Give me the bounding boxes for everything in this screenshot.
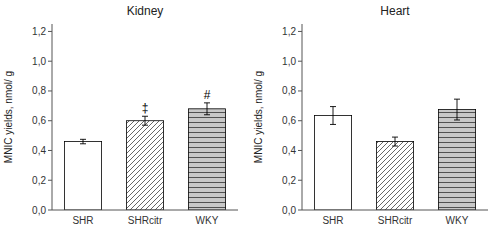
y-tick-label: 0,6: [32, 115, 46, 126]
annotation: ‡: [142, 101, 149, 115]
y-tick-label: 1,2: [32, 26, 46, 37]
bar: [64, 142, 101, 210]
y-tick-label: 1,2: [282, 26, 296, 37]
y-tick-label: 0,2: [32, 175, 46, 186]
y-tick: [48, 31, 52, 32]
x-axis-line: [302, 210, 488, 211]
annotation: #: [204, 88, 211, 102]
y-tick-label: 0,8: [32, 85, 46, 96]
y-tick-label: 0,8: [282, 85, 296, 96]
x-tick-label: WKY: [446, 215, 469, 226]
y-tick: [298, 180, 302, 181]
plot-area: [314, 99, 475, 210]
y-tick-label: 0,2: [282, 175, 296, 186]
y-tick-label: 0,6: [282, 115, 296, 126]
bar: [126, 121, 163, 210]
chart-title: Kidney: [127, 4, 164, 18]
bar: [376, 142, 413, 210]
bar: [188, 109, 225, 210]
y-tick: [298, 61, 302, 62]
x-tick-label: WKY: [196, 215, 219, 226]
x-tick-label: SHRcitr: [378, 215, 413, 226]
panel: Kidney MNIC yields, nmol/ g 0,0 0,2 0,4 0,6 0,…: [3, 4, 238, 226]
bar: [314, 116, 351, 210]
error-bar: [142, 116, 148, 125]
y-axis-line: [302, 24, 303, 210]
y-tick: [48, 90, 52, 91]
chart-title: Heart: [380, 4, 410, 18]
y-tick: [48, 180, 52, 181]
error-bar: [80, 139, 86, 143]
error-bar: [454, 99, 460, 120]
y-tick: [48, 61, 52, 62]
y-tick-label: 0,0: [282, 205, 296, 216]
error-bar: [330, 107, 336, 125]
error-bar: [392, 137, 398, 146]
y-axis-label: MNIC yields, nmol/ g: [3, 71, 14, 163]
y-tick: [298, 90, 302, 91]
y-tick-label: 1,0: [32, 56, 46, 67]
y-tick: [48, 120, 52, 121]
plot-area: [64, 103, 225, 210]
x-axis-line: [52, 210, 238, 211]
y-tick: [298, 120, 302, 121]
x-tick-label: SHR: [322, 215, 343, 226]
y-tick: [298, 150, 302, 151]
y-tick-label: 0,0: [32, 205, 46, 216]
y-tick: [48, 210, 52, 211]
y-tick: [298, 210, 302, 211]
y-tick-label: 0,4: [282, 145, 296, 156]
y-axis-line: [52, 24, 53, 210]
error-bar: [204, 103, 210, 115]
y-tick-label: 0,4: [32, 145, 46, 156]
y-tick: [48, 150, 52, 151]
x-tick-label: SHR: [72, 215, 93, 226]
chart-canvas: Kidney MNIC yields, nmol/ g 0,0 0,2 0,4 0,6 0,…: [0, 0, 500, 238]
bar: [438, 110, 475, 210]
panel: Heart MNIC yields, nmol/ g 0,0 0,2 0,4 0,6 0,8…: [253, 4, 488, 226]
y-tick: [298, 31, 302, 32]
y-tick-label: 1,0: [282, 56, 296, 67]
x-tick-label: SHRcitr: [128, 215, 163, 226]
y-axis-label: MNIC yields, nmol/ g: [253, 71, 264, 163]
